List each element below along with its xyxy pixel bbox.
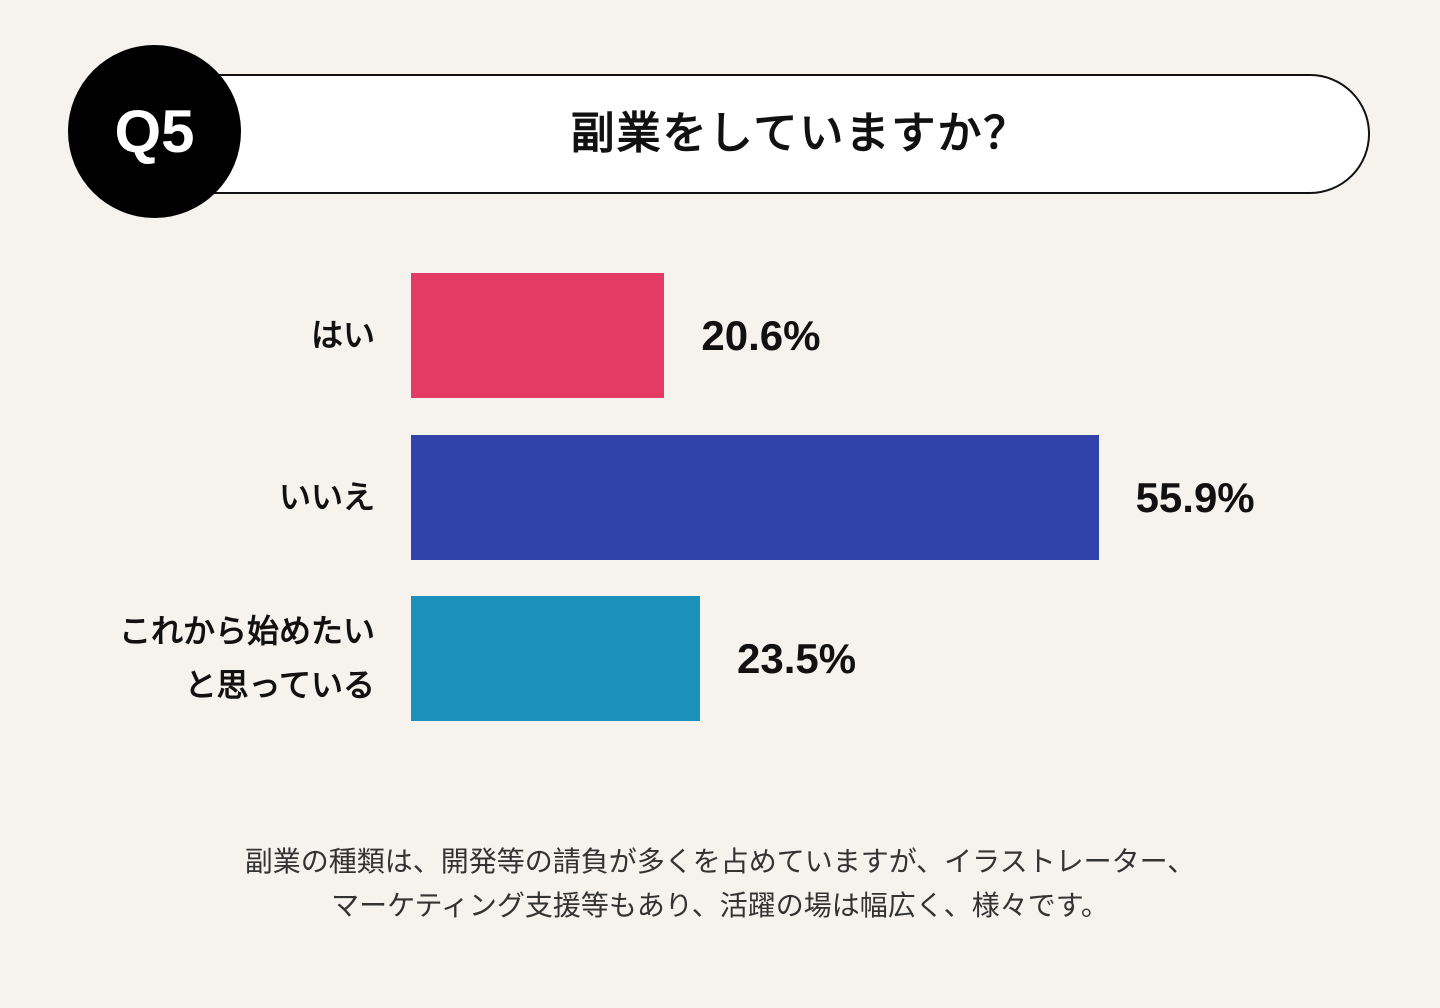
category-label: これから始めたいと思っている bbox=[119, 604, 375, 712]
category-label: いいえ bbox=[279, 470, 375, 524]
category-label-line: これから始めたい bbox=[118, 612, 375, 650]
bar bbox=[411, 596, 701, 721]
footnote-line-2: マーケティング支援等もあり、活躍の場は幅広く、様々です。 bbox=[331, 889, 1109, 922]
title-banner: 副業をしていますか？ bbox=[150, 74, 1370, 194]
category-label: はい bbox=[311, 308, 375, 362]
question-number-badge: Q5 bbox=[68, 45, 241, 218]
value-label: 20.6% bbox=[701, 312, 821, 359]
footnote-line-1: 副業の種類は、開発等の請負が多くを占めていますが、イラストレーター、 bbox=[244, 845, 1196, 878]
bar bbox=[411, 273, 665, 398]
value-label: 55.9% bbox=[1135, 474, 1255, 521]
footnote: 副業の種類は、開発等の請負が多くを占めていますが、イラストレーター、 マーケティ… bbox=[0, 840, 1440, 928]
category-label-line: はい bbox=[310, 316, 375, 354]
category-label-line: と思っている bbox=[184, 666, 375, 704]
chart-title: 副業をしていますか？ bbox=[570, 108, 1030, 159]
value-label: 23.5% bbox=[737, 635, 857, 682]
bar bbox=[411, 435, 1099, 560]
category-label-line: いいえ bbox=[278, 478, 375, 516]
